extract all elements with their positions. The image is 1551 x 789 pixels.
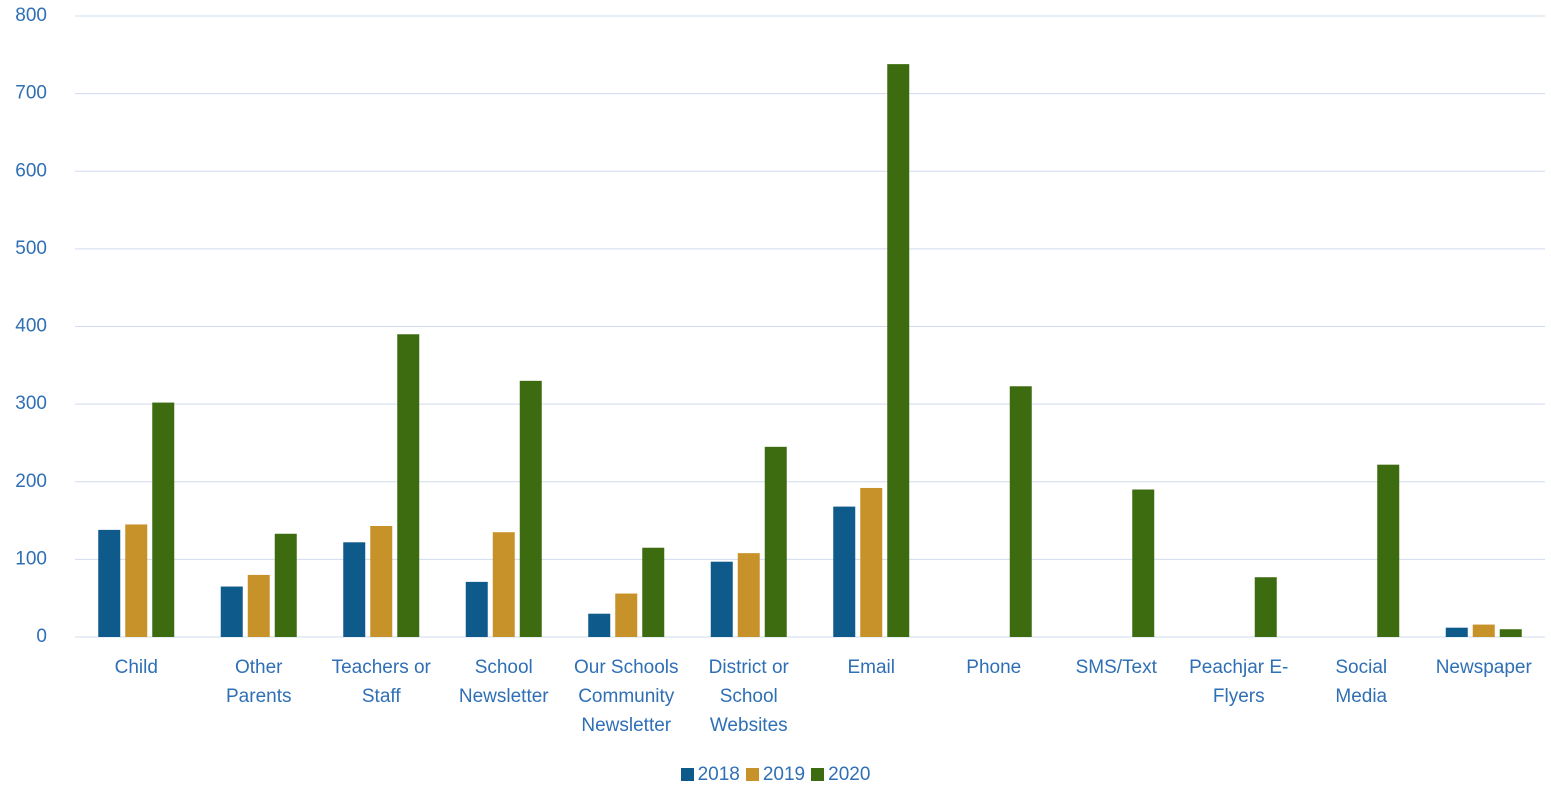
x-tick-label: Social Media	[1335, 657, 1388, 707]
legend-label: 2020	[828, 764, 871, 785]
y-tick-label: 700	[15, 83, 47, 104]
legend-swatch	[680, 768, 694, 781]
y-tick-label: 200	[15, 471, 47, 492]
y-tick-label: 300	[15, 393, 47, 414]
legend-label: 2018	[697, 764, 740, 785]
bar	[220, 586, 243, 637]
legend-swatch	[811, 768, 825, 781]
bar	[1132, 489, 1155, 637]
bar	[125, 524, 148, 637]
x-tick-label: Email	[847, 657, 895, 678]
bar	[152, 402, 175, 637]
y-tick-label: 800	[15, 5, 47, 26]
bar	[1445, 627, 1468, 637]
bar	[1472, 624, 1495, 637]
bar	[1377, 464, 1400, 637]
x-tick-label: Child	[114, 657, 158, 678]
legend-swatch	[745, 768, 759, 781]
x-tick-label: Teachers or Staff	[331, 657, 431, 707]
bar	[887, 64, 910, 637]
y-tick-label: 0	[36, 626, 47, 647]
bar	[274, 533, 297, 637]
legend-label: 2019	[762, 764, 806, 785]
x-tick-label: Other Parents	[226, 657, 292, 707]
bar	[397, 334, 420, 637]
bar	[1009, 386, 1032, 637]
bar	[343, 542, 366, 637]
legend-item: 2018	[680, 764, 740, 786]
x-tick-label: District or School Websites	[708, 657, 789, 736]
bar	[710, 561, 733, 637]
x-tick-label: Phone	[966, 657, 1022, 678]
legend: 2018 2019 2020	[0, 764, 1551, 786]
bar	[492, 532, 515, 637]
legend-item: 2020	[811, 764, 870, 786]
bar	[1499, 629, 1522, 637]
x-tick-label: Newspaper	[1435, 657, 1532, 678]
y-tick-label: 600	[15, 160, 47, 181]
x-tick-label: School Newsletter	[458, 657, 549, 707]
bar	[588, 613, 611, 637]
y-tick-label: 500	[15, 238, 47, 259]
bar	[519, 380, 542, 637]
y-tick-label: 400	[15, 316, 47, 337]
x-tick-label: Peachjar E-Flyers	[1189, 657, 1289, 707]
bar	[737, 553, 760, 637]
bar	[247, 574, 270, 637]
bar	[642, 547, 665, 637]
bar	[615, 593, 638, 637]
legend-item: 2019	[745, 764, 806, 786]
bar	[98, 529, 121, 637]
bar	[860, 487, 883, 637]
bar	[764, 446, 787, 637]
bar	[370, 525, 393, 637]
x-tick-label: SMS/Text	[1075, 657, 1157, 678]
bar	[1254, 577, 1277, 637]
y-tick-label: 100	[15, 548, 47, 569]
bar	[465, 581, 488, 637]
x-tick-label: Our Schools Community Newsletter	[573, 657, 679, 736]
bar	[833, 506, 856, 637]
